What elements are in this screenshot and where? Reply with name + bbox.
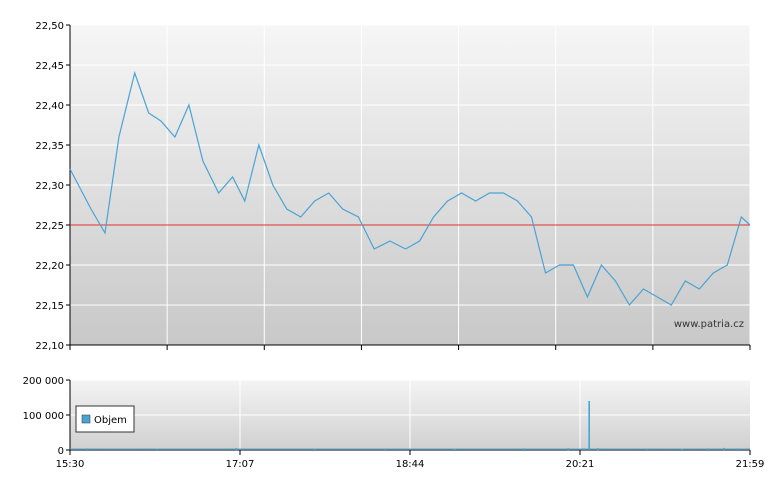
volume-bar [723,447,725,450]
volume-bar [597,448,599,451]
volume-x-tick-label: 21:59 [736,459,765,470]
price-y-axis: 22,10 22,15 22,20 22,25 22,30 22,35 22,40 22,45… [35,21,70,352]
price-y-tick-label: 22,40 [35,101,64,112]
volume-bar [523,448,526,450]
price-x-tick-marks [69,345,751,350]
volume-bar [383,448,386,450]
price-y-tick-label: 22,50 [35,21,64,32]
watermark: www.patria.cz [674,319,744,330]
volume-x-tick-label: 20:21 [566,459,595,470]
price-y-tick-label: 22,25 [35,221,64,232]
volume-bars [86,401,739,451]
volume-y-tick-label: 100 000 [23,411,64,422]
volume-y-tick-label: 200 000 [23,376,64,387]
volume-y-axis: 0 100 000 200 000 [23,376,70,457]
price-grid [70,24,751,346]
volume-legend: Objem [75,405,135,433]
volume-bar [567,448,569,451]
volume-bar [646,448,648,450]
volume-bar [583,448,585,450]
volume-bar [737,448,739,450]
price-y-tick-label: 22,35 [35,141,64,152]
volume-bar [681,449,683,450]
volume-y-tick-label: 0 [58,446,64,457]
legend-label: Objem [94,415,127,426]
volume-x-tick-label: 17:07 [226,459,255,470]
volume-bar [86,448,89,450]
volume-x-tick-label: 15:30 [56,459,85,470]
volume-baseline-band [70,448,750,450]
volume-bar [235,448,237,451]
price-y-tick-label: 22,15 [35,301,64,312]
volume-bar [707,448,709,450]
price-y-tick-label: 22,45 [35,61,64,72]
volume-bar [156,448,159,450]
price-y-tick-label: 22,20 [35,261,64,272]
volume-baseline [70,448,750,450]
volume-x-axis-labels: 15:30 17:07 18:44 20:21 21:59 [56,450,765,470]
volume-bar [588,401,590,450]
price-y-tick-label: 22,10 [35,341,64,352]
volume-bar [453,449,456,450]
price-series-line [69,70,751,307]
legend-swatch [81,414,91,424]
volume-x-tick-label: 18:44 [396,459,425,470]
price-y-tick-label: 22,30 [35,181,64,192]
volume-bar [313,449,316,450]
